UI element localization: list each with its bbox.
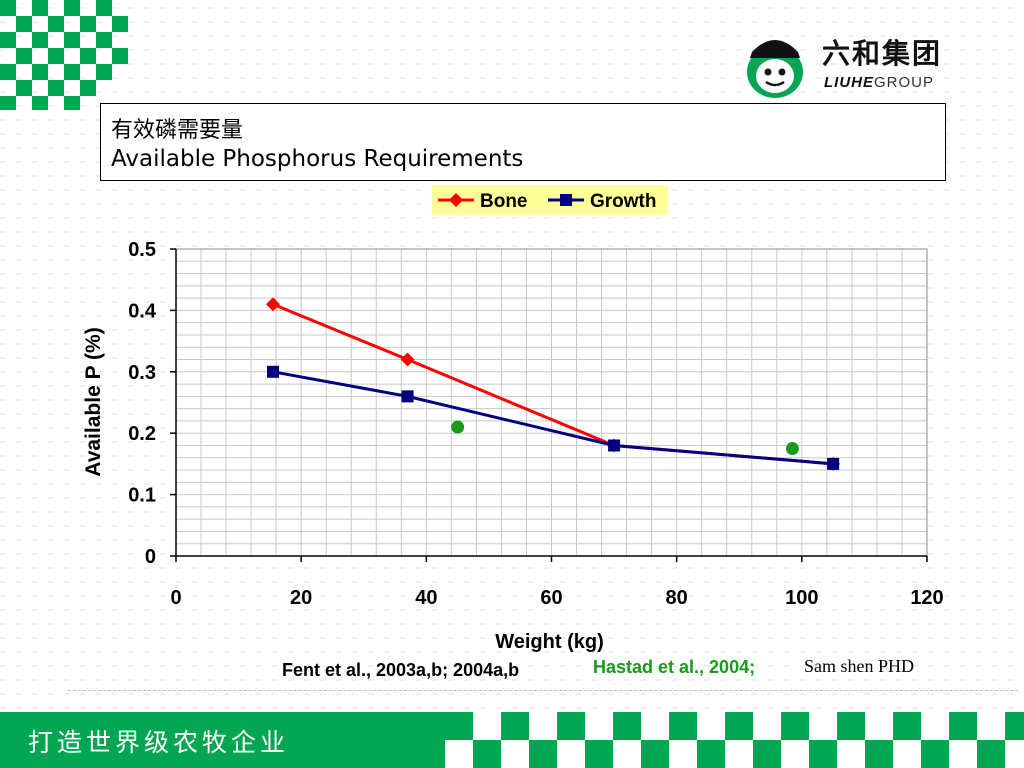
data-point-bone	[400, 352, 415, 367]
footer-slogan: 打造世界级农牧企业	[28, 728, 290, 757]
chart-legend: Bone Growth	[432, 185, 668, 215]
slide-title-box: 有效磷需要量 Available Phosphorus Requirements	[100, 103, 946, 181]
data-point-unlabeled	[451, 420, 465, 434]
reference-sam-shen: Sam shen PHD	[804, 656, 915, 676]
y-axis-label: Available P (%)	[82, 327, 105, 476]
y-tick-label: 0.5	[128, 239, 156, 261]
y-tick-label: 0.3	[128, 362, 156, 384]
x-tick-label: 0	[170, 587, 181, 609]
x-tick-label: 40	[415, 587, 437, 609]
slide-title-chinese: 有效磷需要量	[111, 118, 244, 143]
y-tick-label: 0	[145, 546, 156, 568]
logo-english-name: LIUHEGROUP	[824, 74, 935, 91]
reference-hastad: Hastad et al., 2004;	[593, 657, 756, 677]
checker-decoration-top	[0, 0, 128, 110]
data-point-growth	[608, 439, 621, 452]
data-point-growth	[827, 457, 840, 470]
footer-divider	[68, 690, 1018, 691]
data-point-unlabeled	[785, 442, 799, 456]
data-point-growth	[401, 390, 414, 403]
checker-decoration-bottom	[445, 712, 1024, 768]
slide-title-english: Available Phosphorus Requirements	[111, 146, 524, 172]
series-line-growth	[272, 370, 834, 466]
x-tick-label: 60	[540, 587, 562, 609]
x-tick-label: 80	[666, 587, 688, 609]
data-point-growth	[267, 365, 280, 378]
y-tick-label: 0.4	[128, 300, 157, 322]
x-tick-label: 20	[290, 587, 312, 609]
series-growth	[267, 365, 840, 470]
x-tick-label: 100	[785, 587, 818, 609]
logo-chinese-name: 六和集团	[822, 37, 943, 70]
footer-bar	[0, 712, 445, 768]
company-logo: 六和集团 LIUHEGROUP	[742, 28, 982, 102]
y-tick-label: 0.2	[128, 423, 156, 445]
y-tick-label: 0.1	[128, 485, 156, 507]
data-point-bone	[266, 297, 281, 312]
legend-marker-growth	[560, 194, 572, 206]
reference-fent: Fent et al., 2003a,b; 2004a,b	[282, 660, 520, 680]
legend-marker-bone	[449, 193, 463, 207]
x-tick-label: 120	[910, 587, 943, 609]
logo-mascot-icon	[747, 40, 803, 98]
legend-label-growth: Growth	[590, 191, 657, 212]
x-axis-label: Weight (kg)	[495, 631, 604, 653]
series-unlabeled	[451, 420, 799, 456]
legend-label-bone: Bone	[480, 191, 528, 212]
